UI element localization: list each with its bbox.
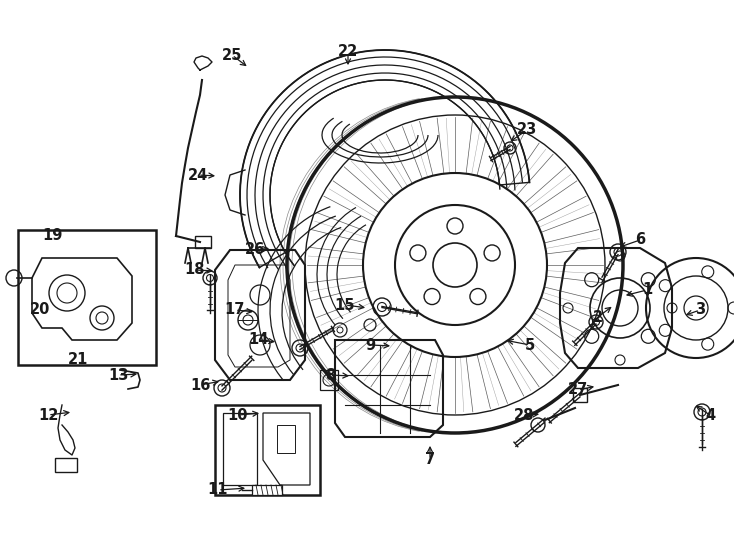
Bar	[215, 405, 320, 495]
Text: 19: 19	[42, 227, 62, 242]
Text: 3: 3	[695, 302, 705, 318]
Text: 17: 17	[225, 302, 245, 318]
Text: 10: 10	[228, 408, 248, 422]
Text: 21: 21	[68, 353, 88, 368]
Bar	[277, 425, 295, 453]
Text: 5: 5	[525, 338, 535, 353]
Bar	[55, 458, 77, 472]
Bar	[18, 230, 156, 365]
Text: 14: 14	[248, 333, 268, 348]
Bar	[320, 370, 338, 390]
Text: 24: 24	[188, 167, 208, 183]
Text: 22: 22	[338, 44, 358, 59]
Text: 23: 23	[517, 123, 537, 138]
Text: 9: 9	[365, 338, 375, 353]
Bar	[252, 485, 282, 495]
Text: 6: 6	[635, 233, 645, 247]
Text: 20: 20	[30, 302, 50, 318]
Text: 28: 28	[514, 408, 534, 422]
Text: 18: 18	[185, 262, 206, 278]
Text: 15: 15	[335, 298, 355, 313]
Text: 25: 25	[222, 48, 242, 63]
Text: 2: 2	[593, 309, 603, 325]
Bar	[573, 388, 587, 402]
Text: 8: 8	[325, 368, 335, 382]
Text: 4: 4	[705, 408, 715, 422]
Text: 26: 26	[245, 242, 265, 258]
Text: 16: 16	[190, 377, 210, 393]
Text: 27: 27	[568, 382, 588, 397]
Text: 13: 13	[108, 368, 128, 382]
Text: 11: 11	[208, 483, 228, 497]
Text: 7: 7	[425, 453, 435, 468]
Bar	[195, 236, 211, 248]
Text: 12: 12	[38, 408, 58, 422]
Text: 1: 1	[642, 282, 652, 298]
